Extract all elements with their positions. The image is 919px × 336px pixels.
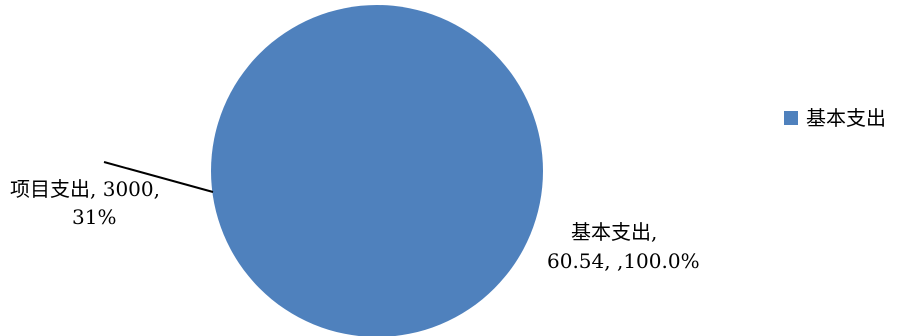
project-expense-leader-line <box>103 161 214 193</box>
legend-label-basic-expense: 基本支出 <box>806 106 886 130</box>
data-label-project-expense-line2: 31% <box>72 205 116 229</box>
data-label-project-expense-line1: 项目支出, 3000, <box>10 177 160 201</box>
pie-slice-basic-expense <box>211 5 543 336</box>
data-label-basic-expense-line1: 基本支出, <box>571 220 657 244</box>
legend-swatch-basic-expense <box>784 111 798 125</box>
data-label-basic-expense-line2: 60.54, ,100.0% <box>547 249 700 273</box>
legend: 基本支出 <box>784 106 886 130</box>
pie-slices <box>211 5 543 336</box>
